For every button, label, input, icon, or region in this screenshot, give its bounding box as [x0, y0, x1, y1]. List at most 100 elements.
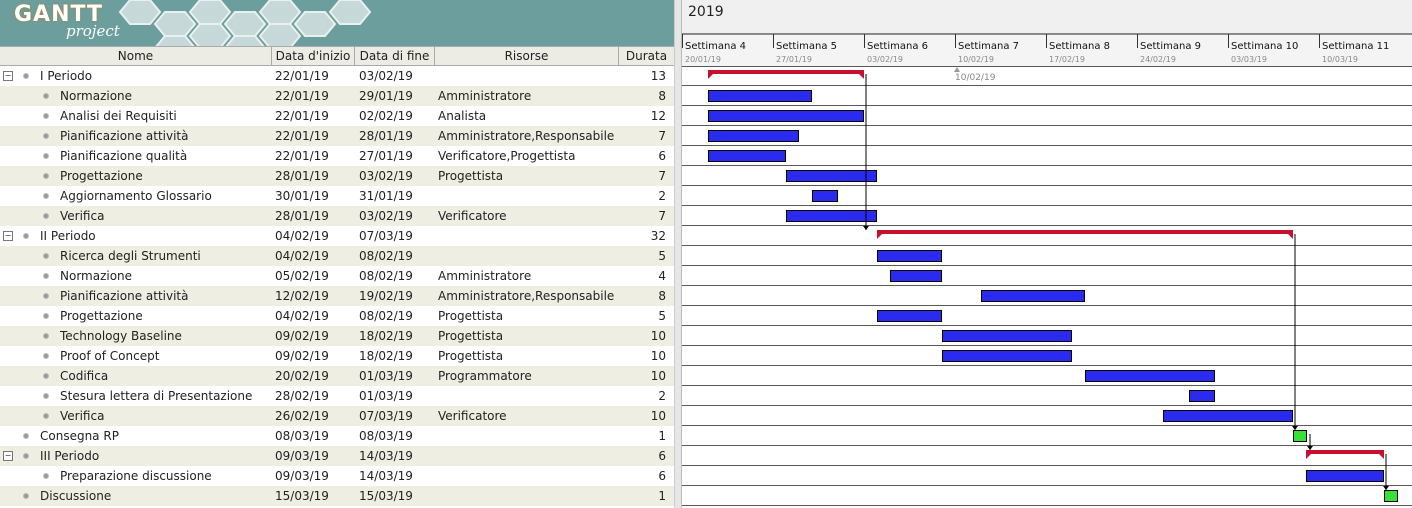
week-label: Settimana 7: [958, 41, 1019, 52]
cell-start: 22/01/19: [275, 69, 329, 83]
column-header-duration[interactable]: Durata: [625, 49, 668, 63]
table-row[interactable]: Verifica 26/02/19 07/03/19 Verificatore 10: [0, 406, 674, 426]
table-row[interactable]: Preparazione discussione 09/03/19 14/03/19…: [0, 466, 674, 486]
milestone-marker: [1293, 430, 1307, 442]
cell-resources: [438, 426, 618, 446]
table-row[interactable]: Aggiornamento Glossario 30/01/19 31/01/19 2: [0, 186, 674, 206]
table-row[interactable]: Ricerca degli Strumenti 04/02/19 08/02/19 5: [0, 246, 674, 266]
cell-end: 07/03/19: [359, 409, 413, 423]
table-row[interactable]: − II Periodo 04/02/19 07/03/19 32: [0, 226, 674, 246]
cell-end: 03/02/19: [359, 169, 413, 183]
task-bar: [812, 190, 838, 202]
cell-name: I Periodo: [40, 69, 93, 83]
cell-end: 01/03/19: [359, 389, 413, 403]
cell-name: Preparazione discussione: [60, 469, 212, 483]
task-bullet-icon: [43, 93, 49, 99]
task-bullet-icon: [43, 313, 49, 319]
cell-end: 03/02/19: [359, 209, 413, 223]
task-bar: [708, 90, 812, 102]
cell-duration: 5: [658, 249, 666, 263]
gantt-chart: 2019 Settimana 4 20/01/19 Settimana 5 27/01…: [682, 0, 1412, 508]
cell-start: 04/02/19: [275, 249, 329, 263]
cell-resources: Analista: [438, 109, 487, 123]
cell-end: 14/03/19: [359, 469, 413, 483]
table-row[interactable]: Codifica 20/02/19 01/03/19 Programmatore 10: [0, 366, 674, 386]
table-row[interactable]: Verifica 28/01/19 03/02/19 Verificatore 7: [0, 206, 674, 226]
cell-start: 20/02/19: [275, 369, 329, 383]
cell-name: Consegna RP: [40, 429, 119, 443]
task-bullet-icon: [43, 133, 49, 139]
table-row[interactable]: Discussione 15/03/19 15/03/19 1: [0, 486, 674, 506]
table-row[interactable]: Consegna RP 08/03/19 08/03/19 1: [0, 426, 674, 446]
summary-bar-left-end: [708, 74, 713, 79]
cell-duration: 10: [650, 409, 666, 423]
task-bar: [890, 270, 942, 282]
column-header-end[interactable]: Data di fine: [355, 47, 435, 65]
dependency-arrow-head: [1383, 486, 1389, 490]
task-bullet-icon: [43, 373, 49, 379]
column-header-resources[interactable]: Risorse: [435, 47, 619, 65]
panel-splitter[interactable]: [674, 0, 682, 508]
cell-resources: [438, 186, 618, 206]
column-header-name[interactable]: Nome: [0, 47, 272, 65]
cell-name: Normazione: [60, 89, 133, 103]
table-row[interactable]: − III Periodo 09/03/19 14/03/19 6: [0, 446, 674, 466]
cell-resources: Amministratore,Responsabile: [438, 289, 615, 303]
cell-name: Pianificazione qualità: [60, 149, 188, 163]
cell-start: 26/02/19: [275, 409, 329, 423]
summary-bar-left-end: [877, 234, 882, 239]
cell-end: 01/03/19: [359, 369, 413, 383]
week-label: Settimana 6: [867, 41, 928, 52]
task-bullet-icon: [43, 273, 49, 279]
task-bullet-icon: [43, 353, 49, 359]
cell-end: 07/03/19: [359, 229, 413, 243]
collapse-toggle-icon[interactable]: −: [3, 231, 13, 241]
task-bar: [877, 250, 942, 262]
table-row[interactable]: Normazione 22/01/19 29/01/19 Amministratore…: [0, 86, 674, 106]
table-row[interactable]: Pianificazione qualità 22/01/19 27/01/19 Ve…: [0, 146, 674, 166]
cell-start: 22/01/19: [275, 109, 329, 123]
cell-resources: Amministratore: [438, 89, 532, 103]
cell-duration: 1: [658, 429, 666, 443]
timeline-year: 2019: [688, 4, 724, 20]
week-date: 10/02/19: [958, 55, 994, 64]
table-row[interactable]: Progettazione 04/02/19 08/02/19 Progettista…: [0, 306, 674, 326]
cell-duration: 5: [658, 309, 666, 323]
column-header-start[interactable]: Data d'inizio: [272, 47, 355, 65]
task-table-panel: GANTT project Nome Data d'inizio Data di…: [0, 0, 674, 508]
table-row[interactable]: Pianificazione attività 12/02/19 19/02/19 A…: [0, 286, 674, 306]
cell-name: Progettazione: [60, 309, 143, 323]
timeline-header: 2019: [682, 0, 1412, 34]
summary-bar: [877, 230, 1293, 234]
table-row[interactable]: Pianificazione attività 22/01/19 28/01/19 A…: [0, 126, 674, 146]
cell-resources: Progettista: [438, 309, 504, 323]
collapse-toggle-icon[interactable]: −: [3, 451, 13, 461]
cell-start: 22/01/19: [275, 149, 329, 163]
task-bullet-icon: [43, 113, 49, 119]
table-row[interactable]: − I Periodo 22/01/19 03/02/19 13: [0, 66, 674, 86]
cell-duration: 2: [658, 389, 666, 403]
task-bar: [708, 150, 786, 162]
table-row[interactable]: Technology Baseline 09/02/19 18/02/19 Proge…: [0, 326, 674, 346]
gantt-canvas[interactable]: Settimana 4 20/01/19 Settimana 5 27/01/19 Se…: [682, 0, 1412, 508]
task-bar: [1085, 370, 1215, 382]
summary-bar: [1306, 450, 1384, 454]
collapse-toggle-icon[interactable]: −: [3, 71, 13, 81]
cell-resources: [438, 226, 618, 246]
table-row[interactable]: Normazione 05/02/19 08/02/19 Amministratore…: [0, 266, 674, 286]
today-marker-icon: [954, 67, 960, 72]
task-bar: [708, 130, 799, 142]
cell-duration: 8: [658, 289, 666, 303]
task-bar: [786, 210, 877, 222]
table-row[interactable]: Proof of Concept 09/02/19 18/02/19 Progetti…: [0, 346, 674, 366]
table-row[interactable]: Progettazione 28/01/19 03/02/19 Progettista…: [0, 166, 674, 186]
task-bullet-icon: [43, 413, 49, 419]
summary-bar-left-end: [1306, 454, 1311, 459]
cell-resources: Verificatore: [438, 409, 507, 423]
table-row[interactable]: Stesura lettera di Presentazione 28/02/19…: [0, 386, 674, 406]
table-row[interactable]: Analisi dei Requisiti 22/01/19 02/02/19 Ana…: [0, 106, 674, 126]
cell-name: Progettazione: [60, 169, 143, 183]
task-bullet-icon: [43, 213, 49, 219]
cell-end: 08/03/19: [359, 429, 413, 443]
week-label: Settimana 4: [685, 41, 746, 52]
